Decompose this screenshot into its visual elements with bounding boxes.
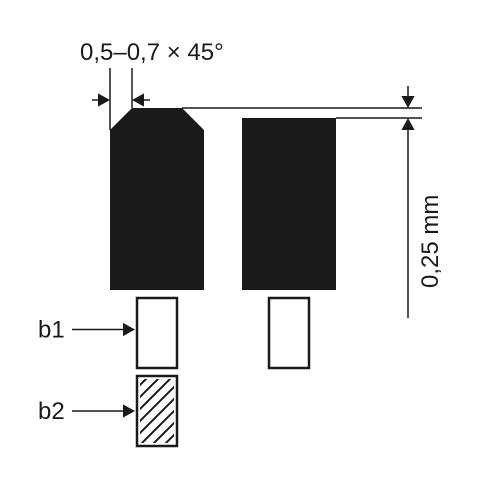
- shank-outline: [137, 298, 177, 368]
- left-body: [110, 108, 204, 290]
- right-body: [242, 118, 336, 290]
- chamfer-label: 0,5–0,7 × 45°: [80, 39, 224, 66]
- b1-label: b1: [38, 317, 65, 344]
- height-diff-label: 0,25 mm: [417, 195, 444, 288]
- b2-label: b2: [38, 398, 65, 425]
- shank-outline: [269, 298, 309, 368]
- hatch-block: [137, 376, 177, 446]
